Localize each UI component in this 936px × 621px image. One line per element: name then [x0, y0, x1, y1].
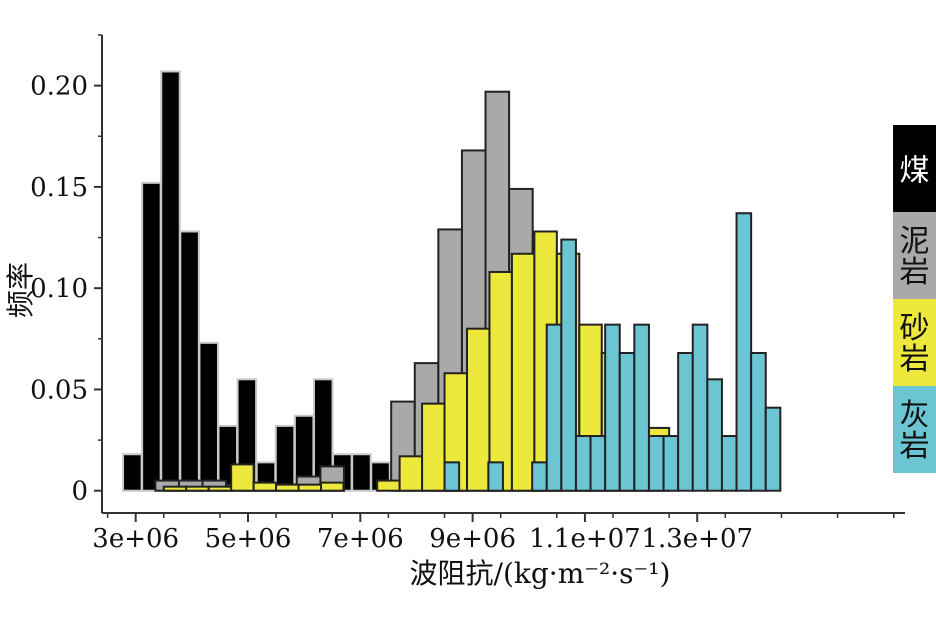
histogram-bar: [275, 483, 300, 492]
histogram-bar: [398, 455, 424, 492]
histogram-bar: [198, 341, 219, 492]
y-tick-label: 0.20: [30, 72, 88, 102]
x-tick-label: 1.1e+07: [529, 524, 641, 554]
legend-swatch: [893, 386, 936, 473]
y-axis-title: 频率: [4, 262, 37, 318]
histogram-bar: [510, 252, 536, 492]
x-tick-label: 1.3e+07: [641, 524, 753, 554]
legend-label: 泥岩: [900, 224, 930, 290]
series-4: [443, 212, 782, 492]
axes-layer: [94, 34, 905, 522]
histogram-bar: [618, 351, 636, 492]
histogram-bar: [443, 461, 461, 492]
y-tick-label: 0.15: [30, 173, 88, 203]
histogram-bar: [141, 181, 162, 492]
histogram-bar: [179, 230, 200, 492]
x-tick-label: 5e+06: [205, 524, 292, 554]
histogram-bar: [560, 238, 577, 492]
histogram-bar: [185, 485, 210, 492]
legend-swatch: [893, 125, 936, 212]
legend-label: 砂岩: [900, 311, 930, 377]
x-tick-label: 3e+06: [92, 524, 179, 554]
histogram-bar: [720, 435, 738, 492]
histogram-bar: [230, 463, 255, 492]
histogram-bar: [545, 323, 563, 492]
y-tick-label: 0.10: [30, 274, 88, 304]
histogram-bar: [647, 435, 665, 492]
legend-swatch: [893, 299, 936, 386]
histogram-bar: [735, 212, 753, 492]
histogram-bar: [574, 435, 592, 492]
histogram-bar: [274, 424, 296, 492]
histogram-bar: [162, 485, 188, 492]
x-tick-label: 7e+06: [317, 524, 404, 554]
histogram-bar: [589, 435, 607, 492]
x-tick-label: 9e+06: [429, 524, 516, 554]
legend-label: 灰岩: [900, 398, 930, 464]
tick-labels-layer: 0 0.05 0.10 0.15 0.20 3e+06 5e+06 7e+06 9e+06 1.1…: [30, 72, 753, 554]
histogram-bar: [376, 479, 401, 492]
histogram-bar: [488, 270, 513, 492]
histogram-bar: [320, 481, 345, 492]
histogram-bar: [252, 481, 278, 492]
bars-layer: [122, 70, 782, 492]
series-1: [122, 70, 391, 492]
legend-swatch: [893, 212, 936, 299]
histogram-bar: [706, 378, 723, 492]
histogram-bar: [160, 70, 181, 492]
histogram-bar: [531, 461, 548, 492]
histogram-bar: [604, 323, 621, 492]
histogram-bar: [297, 483, 323, 492]
histogram-bar: [351, 453, 372, 492]
histogram-bar: [122, 453, 143, 492]
histogram-bar: [633, 323, 650, 492]
histogram-bar: [750, 351, 767, 492]
histogram-bar: [466, 327, 491, 492]
histogram-bar: [764, 406, 782, 492]
histogram-bar: [691, 323, 709, 492]
x-axis-title: 波阻抗/(kg·m⁻²·s⁻¹): [410, 557, 671, 590]
histogram-bar: [677, 351, 694, 492]
y-tick-label: 0: [71, 477, 88, 507]
histogram-bar: [421, 402, 446, 492]
y-tick-label: 0.05: [30, 375, 88, 405]
legend-label: 煤: [900, 154, 930, 189]
histogram-bar: [207, 485, 233, 492]
histogram-bar: [487, 461, 504, 492]
histogram-bar: [662, 435, 680, 492]
